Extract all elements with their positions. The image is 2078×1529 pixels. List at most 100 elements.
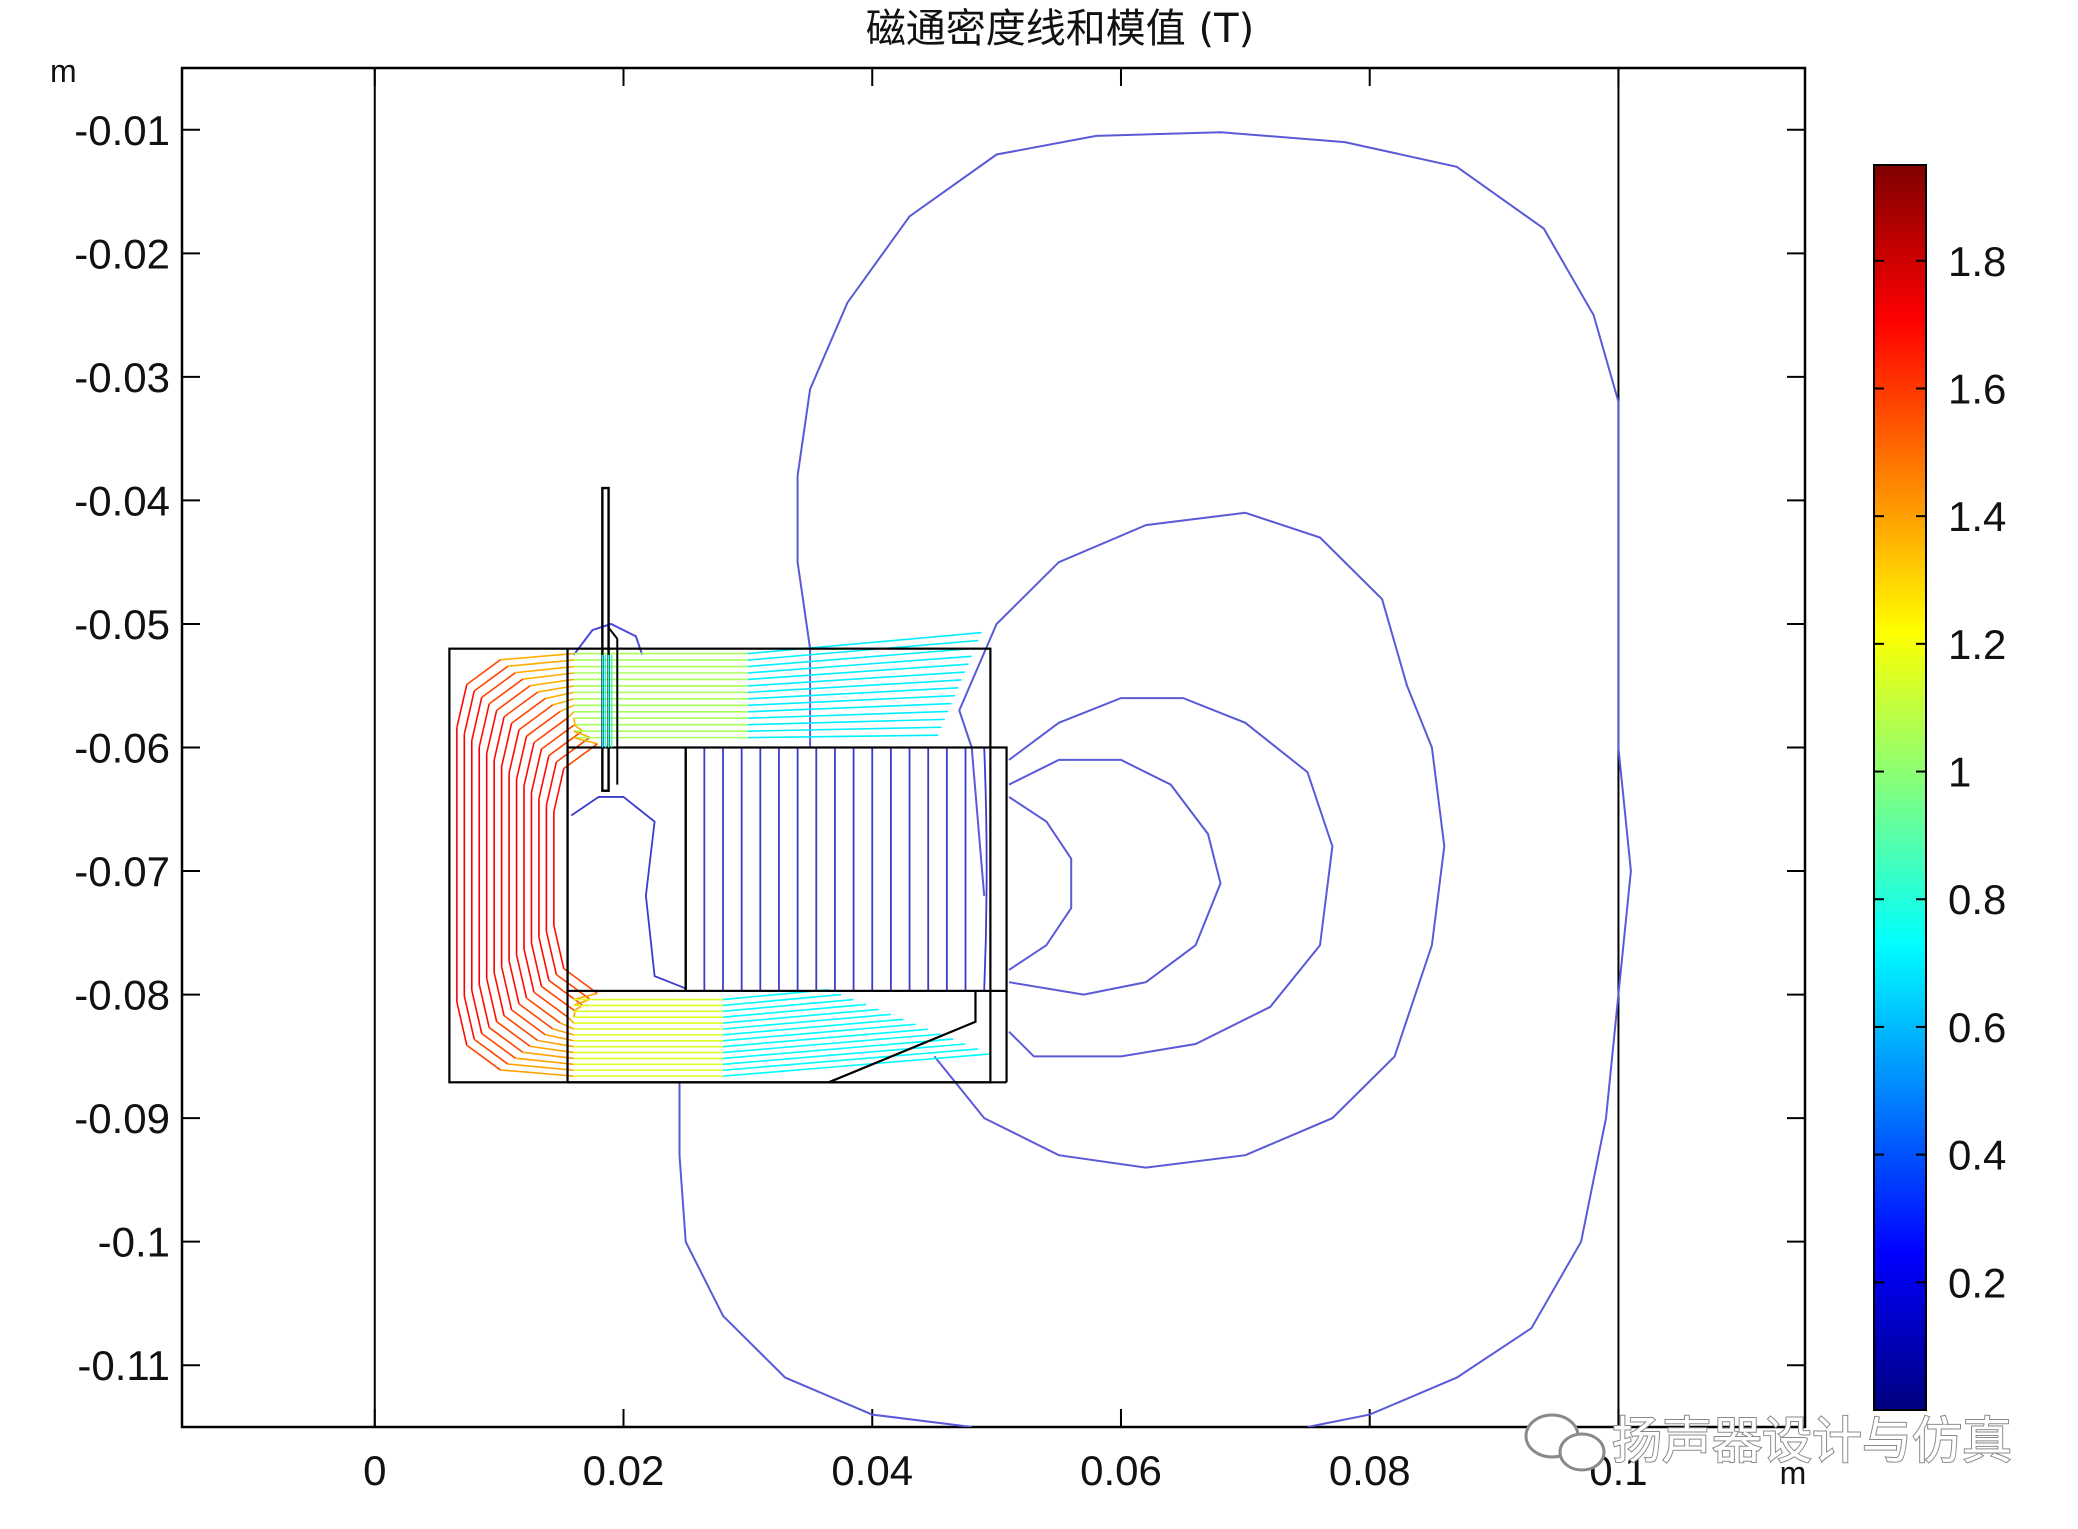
yoke-field-line (466, 659, 501, 686)
yoke-field-line (463, 995, 476, 1040)
yoke-field-line (747, 655, 972, 674)
yoke-field-line (563, 968, 598, 994)
yoke-field-line (523, 742, 535, 787)
yoke-field-line (553, 768, 565, 812)
yoke-field-line (533, 717, 569, 744)
yoke-field-line (747, 663, 969, 681)
colorbar-tick-label: 0.6 (1948, 1004, 2006, 1051)
yoke-field-line (500, 652, 574, 661)
axis-ticks: 0 0.02 0.04 0.06 0.08 0.1-0.01-0.02-0.03-0.04… (74, 68, 1805, 1494)
yoke-field-line (470, 990, 483, 1034)
plot-content (373, 68, 1632, 1427)
field-line (573, 622, 644, 656)
chamfer-edge (828, 990, 977, 1084)
yoke-field-line (533, 991, 569, 1018)
yoke-field-line (722, 1018, 904, 1036)
yoke-field-line (722, 1038, 954, 1060)
yoke-field-line (522, 1051, 574, 1060)
yoke-field-line (503, 691, 539, 718)
yoke-field-line (463, 690, 476, 735)
yoke-field-line (478, 984, 490, 1028)
colorbar-tick-label: 0.2 (1948, 1259, 2006, 1306)
y-tick-label: -0.02 (74, 230, 170, 277)
yoke-field-line (722, 1043, 966, 1066)
yoke-field-line (481, 1032, 516, 1059)
colorbar-ticks: 0.2 0.4 0.6 0.8 1 1.2 1.4 1.6 1.8 (1874, 238, 2006, 1306)
y-tick-label: -0.08 (74, 972, 170, 1019)
yoke-field-line (503, 1015, 539, 1042)
yoke-field-line (508, 729, 520, 774)
yoke-field-line (511, 697, 546, 724)
yoke-field-line (722, 1028, 929, 1048)
yoke-field-line (722, 1008, 879, 1024)
yoke-field-line (573, 724, 583, 732)
yoke-field-line (747, 694, 955, 707)
y-unit-label: m (50, 53, 77, 89)
yoke-field-line (747, 679, 962, 694)
yoke-field-line (496, 684, 531, 711)
y-tick-label: -0.1 (98, 1219, 170, 1266)
yoke-field-line (552, 1027, 574, 1036)
y-tick-label: -0.03 (74, 354, 170, 401)
x-tick-label: 0.06 (1080, 1447, 1162, 1494)
yoke-field-line (544, 691, 574, 700)
yoke-field-line (722, 1013, 891, 1030)
yoke-field-line (511, 1009, 546, 1036)
pole-cavity-outline (566, 746, 687, 992)
yoke-field-line (538, 937, 550, 981)
yoke-field-line (515, 1057, 574, 1066)
wechat-icon (1524, 1413, 1606, 1472)
y-tick-label: -0.09 (74, 1095, 170, 1142)
yoke-field-line (488, 678, 524, 705)
yoke-field-line (555, 973, 591, 1000)
yoke-field-line (518, 704, 554, 731)
yoke-field-line (500, 723, 513, 767)
yoke-field-line (522, 672, 574, 680)
yoke-field-line (515, 665, 574, 674)
yoke-field-line (481, 672, 516, 699)
yoke-field-line (530, 942, 543, 987)
yoke-field-line (500, 1069, 574, 1077)
yoke-field-line (572, 718, 576, 725)
yoke-field-line (747, 710, 949, 720)
yoke-field-line (456, 1001, 468, 1046)
yoke-field-line (456, 684, 468, 728)
colorbar-tick-label: 1.8 (1948, 238, 2006, 285)
colorbar-tick-label: 1.6 (1948, 365, 2006, 412)
yoke-field-line (747, 647, 976, 668)
yoke-field-line (722, 993, 842, 1007)
colorbar-tick-label: 1.2 (1948, 621, 2006, 668)
yoke-field-line (496, 1021, 531, 1048)
x-tick-label: 0.08 (1329, 1447, 1411, 1494)
yoke-field-line (515, 736, 528, 780)
yoke-field-line (515, 954, 528, 999)
yoke-field-line (747, 631, 982, 655)
colorbar-tick-label: 1.4 (1948, 493, 2006, 540)
x-tick-label: 0.02 (583, 1447, 665, 1494)
y-tick-label: -0.06 (74, 725, 170, 772)
field-line (796, 131, 1632, 1427)
yoke-field-line (530, 748, 543, 793)
yoke-field-line (722, 1003, 867, 1019)
yoke-field-line (493, 716, 505, 761)
magnet-field-line (983, 747, 988, 991)
cavity-field-line (570, 796, 687, 990)
yoke-field-line (488, 1026, 524, 1053)
colorbar-tick-label: 1 (1948, 749, 1971, 796)
yoke-field-line (555, 736, 591, 763)
x-unit-label: m (1780, 1455, 1807, 1491)
yoke-field-line (485, 978, 498, 1022)
field-line (1008, 796, 1073, 971)
yoke-field-line (747, 702, 952, 713)
yoke-field-line (526, 710, 561, 737)
yoke-field-line (500, 966, 513, 1011)
yoke-field-line (553, 925, 565, 969)
yoke-field-line (548, 979, 583, 1006)
yoke-field-line (722, 998, 854, 1013)
yoke-field-line (538, 755, 550, 799)
chart-title: 磁通密度线和模值 (T) (866, 6, 1254, 52)
yoke-field-line (573, 730, 591, 739)
y-tick-label: -0.07 (74, 848, 170, 895)
yoke-field-line (747, 718, 945, 726)
yoke-field-line (526, 997, 561, 1024)
